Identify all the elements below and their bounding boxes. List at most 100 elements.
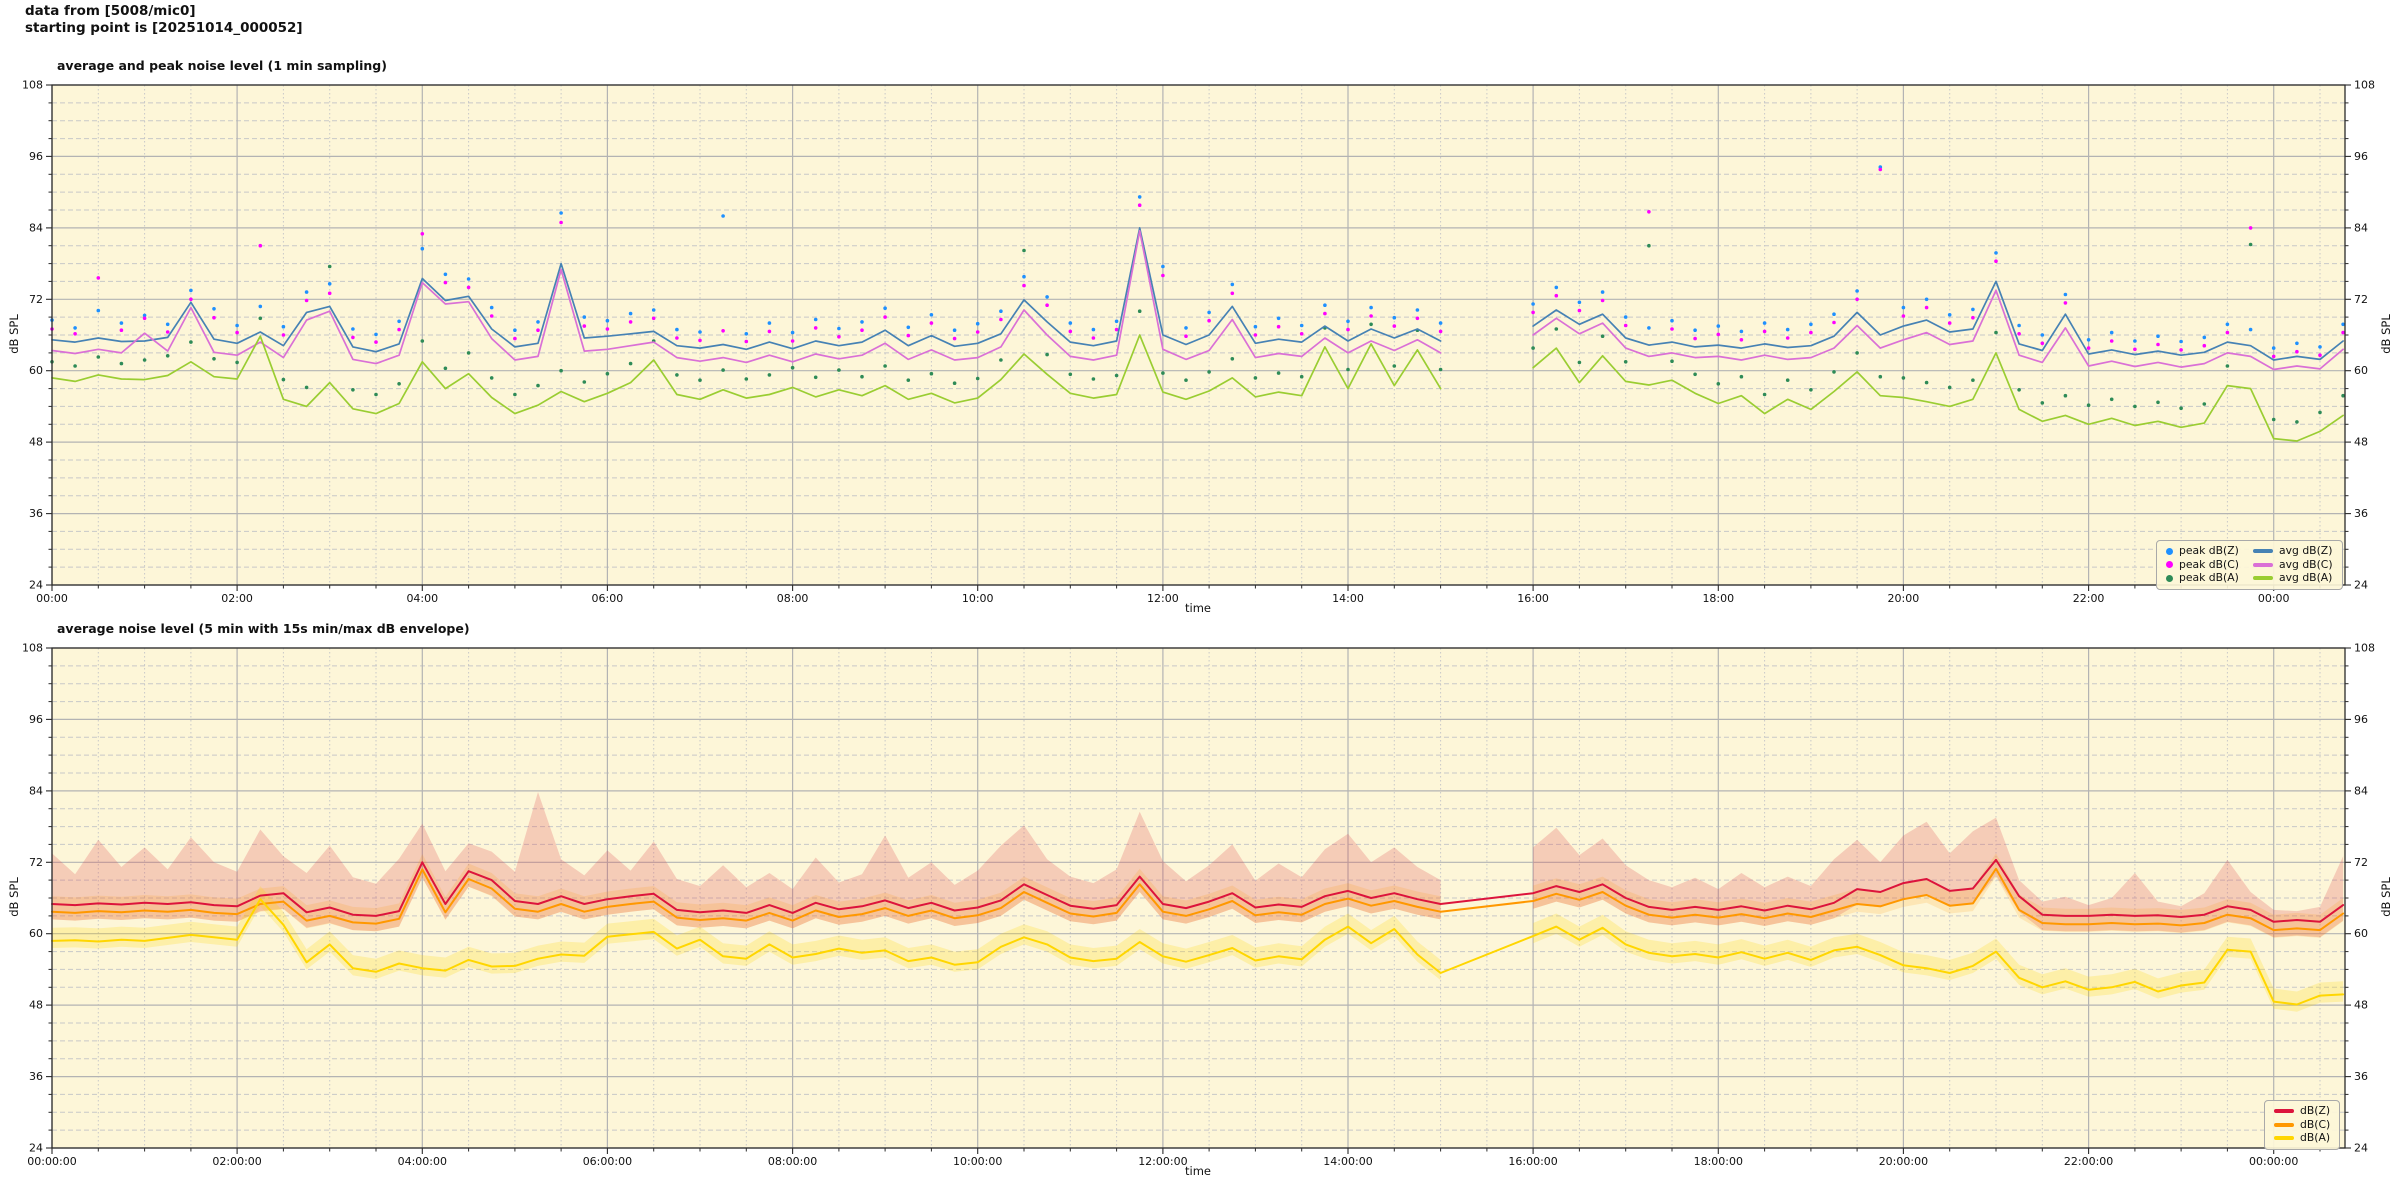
legend-label: peak dB(Z) <box>2179 544 2239 557</box>
legend-column: dB(Z) dB(C) dB(A) <box>2274 1104 2331 1145</box>
y-tick-label-right: 96 <box>2354 713 2368 726</box>
y-tick-label-left: 72 <box>29 856 43 869</box>
legend-entry: dB(A) <box>2274 1132 2330 1145</box>
y-tick-label-left: 24 <box>29 1142 43 1155</box>
x-tick-label: 00:00:00 <box>27 1155 76 1168</box>
x-tick-label: 06:00 <box>592 592 624 605</box>
x-tick-label: 02:00 <box>221 592 253 605</box>
y-tick-label-right: 36 <box>2354 507 2368 520</box>
x-tick-label: 16:00 <box>1517 592 1549 605</box>
y-tick-label-left: 48 <box>29 436 43 449</box>
legend-entry: avg dB(C) <box>2253 557 2333 572</box>
x-tick-label: 22:00 <box>2073 592 2105 605</box>
y-tick-label-left: 96 <box>29 150 43 163</box>
y-tick-label-left: 84 <box>29 784 43 797</box>
y-tick-label-left: 84 <box>29 221 43 234</box>
subplot-2-plot: 00:00:00 02:00:00 04:00:00 06:00:00 08:00:00… <box>22 642 2375 1169</box>
x-tick-label: 20:00 <box>1888 592 1920 605</box>
line-dB(Z) <box>51 858 2345 923</box>
subplot2-yaxis-label-left: dB SPL <box>7 877 21 917</box>
legend-entry: peak dB(A) <box>2166 572 2239 585</box>
x-tick-label: 08:00 <box>777 592 809 605</box>
x-tick-label: 14:00 <box>1332 592 1364 605</box>
legend-label: dB(C) <box>2300 1117 2331 1131</box>
legend-label: dB(A) <box>2300 1131 2331 1145</box>
legend-line-marker-icon <box>2253 576 2274 581</box>
subplot2-legend: dB(Z) dB(C) dB(A) <box>2264 1100 2341 1150</box>
legend-label: avg dB(Z) <box>2279 544 2333 557</box>
minor-grid <box>52 648 2345 1148</box>
legend-entry: avg dB(Z) <box>2253 544 2333 558</box>
legend-dot-marker-icon <box>2166 547 2173 555</box>
x-tick-label: 16:00:00 <box>1508 1155 1557 1168</box>
y-tick-label-left: 60 <box>29 364 43 377</box>
y-tick-label-left: 36 <box>29 507 43 520</box>
subplot1-yaxis-label-left: dB SPL <box>7 314 21 354</box>
y-tick-label-right: 48 <box>2354 436 2368 449</box>
y-tick-label-left: 36 <box>29 1070 43 1083</box>
line-dB(C) <box>51 867 2345 932</box>
legend-column: peak dB(Z) peak dB(C) peak dB(A) <box>2166 544 2240 585</box>
y-tick-label-right: 108 <box>2354 79 2375 92</box>
scatter-peak dB(A) <box>50 242 2345 424</box>
minor-grid <box>52 85 2345 585</box>
line-avg dB(Z) <box>51 227 2344 361</box>
x-tick-label: 06:00:00 <box>583 1155 632 1168</box>
axis-ticks: 00:00 02:00 04:00 06:00 08:00 10:00 12:00 14:00… <box>22 79 2375 606</box>
legend-line-marker-icon <box>2274 1136 2294 1141</box>
x-tick-label: 00:00:00 <box>2249 1155 2298 1168</box>
legend-column: avg dB(Z) avg dB(C) avg dB(A) <box>2253 544 2333 585</box>
legend-line-marker-icon <box>2253 549 2274 554</box>
y-tick-label-right: 60 <box>2354 927 2368 940</box>
y-tick-label-left: 108 <box>22 642 43 655</box>
subplot1-legend: peak dB(Z) peak dB(C) peak dB(A) avg dB(Z) a… <box>2156 540 2343 590</box>
subplot1-xaxis-label: time <box>1185 601 1211 615</box>
envelope-dB(C) <box>1533 853 2344 938</box>
x-tick-label: 08:00:00 <box>768 1155 817 1168</box>
x-tick-label: 10:00:00 <box>953 1155 1002 1168</box>
y-tick-label-left: 96 <box>29 713 43 726</box>
legend-label: peak dB(A) <box>2179 571 2239 585</box>
y-tick-label-left: 60 <box>29 927 43 940</box>
x-tick-label: 22:00:00 <box>2064 1155 2113 1168</box>
legend-dot-marker-icon <box>2166 561 2173 569</box>
envelope-dB(Z) <box>52 792 1441 932</box>
line-avg dB(A) <box>51 334 2344 442</box>
y-tick-label-right: 108 <box>2354 642 2375 655</box>
figure-title-line1: data from [5008/mic0] <box>25 3 196 19</box>
legend-label: peak dB(C) <box>2179 557 2240 571</box>
x-tick-label: 12:00:00 <box>1138 1155 1187 1168</box>
subplot1-title: average and peak noise level (1 min samp… <box>57 58 387 73</box>
y-tick-label-left: 108 <box>22 79 43 92</box>
y-tick-label-left: 72 <box>29 293 43 306</box>
subplot2-yaxis-label-right: dB SPL <box>2379 877 2393 917</box>
x-tick-label: 02:00:00 <box>212 1155 261 1168</box>
subplot1-yaxis-label-right: dB SPL <box>2379 314 2393 354</box>
x-tick-label: 04:00 <box>406 592 438 605</box>
legend-line-marker-icon <box>2274 1109 2294 1114</box>
legend-label: avg dB(C) <box>2279 557 2333 571</box>
legend-label: dB(Z) <box>2300 1104 2331 1117</box>
legend-line-marker-icon <box>2253 562 2274 567</box>
legend-entry: peak dB(C) <box>2166 557 2240 572</box>
line-avg dB(C) <box>51 229 2344 371</box>
subplot2-xaxis-label: time <box>1185 1164 1211 1178</box>
y-tick-label-right: 72 <box>2354 856 2368 869</box>
x-tick-label: 18:00:00 <box>1694 1155 1743 1168</box>
y-tick-label-left: 24 <box>29 579 43 592</box>
x-tick-label: 00:00 <box>36 592 68 605</box>
y-tick-label-right: 48 <box>2354 999 2368 1012</box>
x-tick-label: 14:00:00 <box>1323 1155 1372 1168</box>
envelope-dB(A) <box>1533 913 2344 1012</box>
subplot-1-plot: 00:00 02:00 04:00 06:00 08:00 10:00 12:00 14:00… <box>22 79 2375 606</box>
x-tick-label: 20:00:00 <box>1879 1155 1928 1168</box>
subplot2-title: average noise level (5 min with 15s min/… <box>57 621 470 636</box>
x-tick-label: 10:00 <box>962 592 994 605</box>
figure-title-line2: starting point is [20251014_000052] <box>25 20 303 36</box>
x-tick-label: 00:00 <box>2258 592 2290 605</box>
y-tick-label-right: 84 <box>2354 784 2368 797</box>
legend-entry: avg dB(A) <box>2253 572 2333 585</box>
scatter-peak dB(Z) <box>50 165 2345 350</box>
